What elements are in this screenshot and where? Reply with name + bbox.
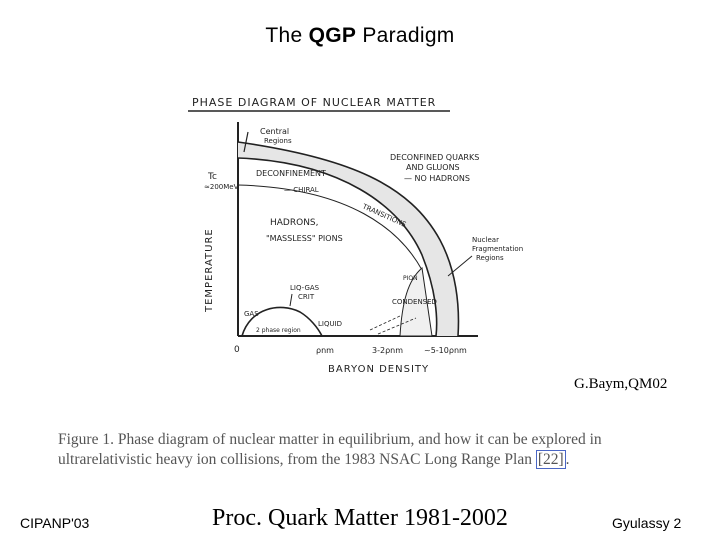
- phase-diagram-figure: PHASE DIAGRAM OF NUCLEAR MATTER Central …: [188, 96, 523, 375]
- caption-text: Figure 1. Phase diagram of nuclear matte…: [58, 431, 602, 468]
- chiral-line: [237, 184, 423, 271]
- tc-value: ≈200MeV: [204, 183, 239, 191]
- condensed-label: CONDENSED: [392, 298, 437, 306]
- outer-transition-line: [237, 141, 460, 337]
- crit-label: CRIT: [298, 293, 315, 301]
- footer-proceedings: Proc. Quark Matter 1981-2002: [212, 505, 508, 531]
- footer-author-page: Gyulassy 2: [612, 515, 682, 531]
- liq-gas-label: LIQ-GAS: [290, 284, 320, 292]
- tc-label: Tc: [207, 172, 217, 182]
- hatch-1: [369, 315, 401, 331]
- fragmentation-arrow: [447, 255, 473, 277]
- fragmentation-label-2: Fragmentation: [472, 245, 523, 253]
- two-phase-label: 2 phase region: [256, 327, 301, 334]
- slide-title: The QGP Paradigm: [0, 24, 720, 48]
- pion-condensed-region: [399, 267, 433, 337]
- title-bold: QGP: [308, 24, 357, 47]
- x-tick-3: ~5-10ρnm: [424, 346, 467, 355]
- inner-transition-line: [237, 157, 438, 337]
- hadrons-label-2: "MASSLESS" PIONS: [266, 234, 343, 243]
- credit-label: G.Baym,QM02: [574, 376, 668, 392]
- deconfined-label-1: DECONFINED QUARKS: [390, 153, 479, 162]
- citation-link[interactable]: [22]: [535, 450, 566, 469]
- y-axis-label: TEMPERATURE: [204, 228, 215, 313]
- central-regions-label-2: Regions: [264, 137, 292, 145]
- x-axis-label: BARYON DENSITY: [328, 364, 429, 375]
- hatch-2: [377, 317, 417, 335]
- caption-end: .: [565, 451, 570, 468]
- fragmentation-label-3: Regions: [476, 254, 504, 262]
- liquid-gas-dome: [241, 306, 323, 337]
- origin-label: 0: [234, 345, 240, 355]
- deconfined-label-3: — NO HADRONS: [404, 174, 470, 183]
- figure-caption: Figure 1. Phase diagram of nuclear matte…: [58, 430, 678, 470]
- diagram-heading: PHASE DIAGRAM OF NUCLEAR MATTER: [192, 96, 436, 109]
- deconfined-label-2: AND GLUONS: [406, 163, 460, 172]
- central-arrow: [243, 131, 249, 153]
- central-regions-label-1: Central: [260, 127, 289, 136]
- deconfinement-label-1: DECONFINEMENT: [256, 169, 326, 178]
- deconfinement-label-2: — CHIRAL: [284, 186, 319, 194]
- hadrons-label-1: HADRONS,: [270, 218, 319, 228]
- gas-label: GAS: [244, 310, 259, 318]
- pion-label: PION: [403, 275, 418, 282]
- footer-conference: CIPANP'03: [20, 515, 90, 531]
- title-suffix: Paradigm: [356, 24, 455, 47]
- x-tick-1: ρnm: [316, 346, 334, 355]
- crit-arrow: [289, 293, 293, 307]
- title-prefix: The: [265, 24, 309, 47]
- liquid-label: LIQUID: [318, 320, 342, 328]
- x-tick-2: 3-2ρnm: [372, 346, 403, 355]
- fragmentation-label-1: Nuclear: [472, 236, 499, 244]
